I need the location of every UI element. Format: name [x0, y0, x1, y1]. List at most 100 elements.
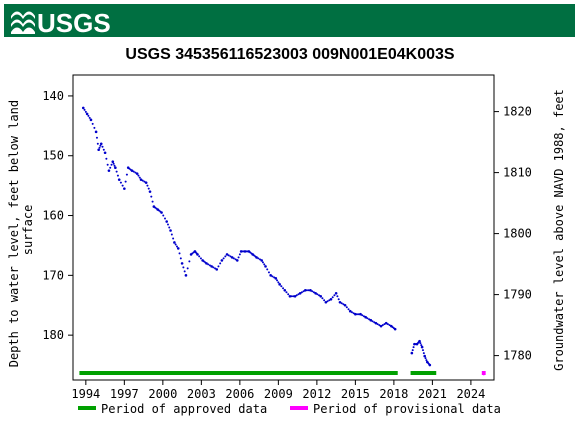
data-point: [309, 288, 312, 292]
right-y-tick-label: 1800: [503, 227, 532, 241]
data-point: [312, 291, 315, 294]
data-point: [115, 170, 118, 173]
data-point: [274, 277, 278, 280]
left-y-tick-label: 160: [42, 209, 64, 223]
data-point: [81, 106, 85, 110]
data-point: [283, 288, 287, 292]
right-y-tick-label: 1790: [503, 288, 532, 302]
data-point: [277, 281, 280, 284]
left-axis-label-line1: Depth to water level, feet below land: [7, 100, 21, 367]
x-tick-label: 2000: [148, 387, 177, 401]
data-point: [295, 294, 298, 297]
data-point: [378, 324, 381, 327]
data-point: [176, 247, 180, 250]
right-y-tick-label: 1780: [503, 349, 532, 363]
data-point: [357, 313, 360, 316]
data-point: [350, 311, 353, 314]
data-point: [125, 173, 128, 176]
left-y-tick-label: 170: [42, 268, 64, 282]
data-point: [174, 243, 177, 246]
data-point: [182, 266, 185, 269]
data-point: [366, 317, 369, 320]
data-point: [258, 258, 261, 261]
data-point: [482, 372, 486, 376]
data-point: [180, 262, 184, 265]
data-point: [143, 180, 146, 183]
data-point: [257, 257, 260, 260]
data-point: [96, 142, 99, 145]
data-point: [220, 259, 224, 262]
legend-label: Period of approved data: [101, 402, 267, 416]
left-y-axis: 140 150 160 170 180: [42, 89, 73, 342]
data-point: [214, 267, 217, 270]
data-point: [184, 274, 188, 277]
data-point: [103, 151, 107, 155]
data-point: [160, 211, 163, 214]
data-point: [183, 270, 186, 273]
data-point: [263, 263, 266, 266]
data-point: [238, 253, 241, 256]
data-point: [345, 306, 348, 309]
left-y-tick-label: 180: [42, 328, 64, 342]
data-point: [300, 291, 303, 294]
usgs-logo: USGS: [11, 8, 111, 36]
data-point: [379, 324, 383, 328]
data-point: [170, 233, 173, 236]
data-point: [151, 200, 154, 203]
data-point: [112, 162, 115, 165]
data-point: [356, 313, 359, 316]
data-point: [169, 229, 172, 232]
legend-swatch: [290, 406, 308, 410]
data-point: [306, 289, 309, 292]
data-point: [168, 226, 171, 229]
data-point: [338, 300, 342, 304]
data-point: [376, 323, 379, 326]
data-point: [123, 187, 126, 190]
data-point: [393, 327, 397, 331]
data-point: [139, 178, 143, 181]
legend-label: Period of provisional data: [313, 402, 501, 416]
data-point: [138, 176, 141, 179]
data-point: [271, 275, 274, 278]
data-point: [273, 276, 276, 279]
data-point: [342, 303, 345, 306]
data-point: [117, 178, 121, 181]
data-point: [336, 295, 339, 298]
data-point: [269, 274, 272, 277]
data-point: [196, 253, 199, 256]
approved-period-bar: [410, 371, 437, 375]
right-y-axis: 1820 1810 1800 1790 1780: [494, 105, 532, 363]
data-point: [178, 252, 181, 255]
data-point: [304, 288, 307, 292]
data-point: [102, 148, 105, 151]
data-point: [186, 267, 189, 270]
right-y-tick-label: 1820: [503, 105, 532, 119]
data-point: [314, 291, 317, 295]
data-point: [99, 144, 102, 147]
data-point: [130, 169, 134, 172]
data-point: [137, 174, 140, 177]
data-point: [224, 255, 227, 258]
data-point: [88, 116, 91, 119]
data-point: [106, 163, 109, 166]
data-point: [282, 287, 285, 290]
data-point: [134, 171, 137, 174]
data-point: [227, 254, 230, 257]
data-point: [319, 294, 323, 298]
plot-frame: [72, 74, 495, 381]
data-point: [386, 323, 389, 326]
data-point: [326, 300, 329, 303]
data-point: [260, 259, 263, 262]
data-point: [264, 265, 267, 268]
data-point: [334, 291, 338, 295]
data-point: [420, 345, 424, 349]
data-point: [411, 349, 414, 352]
data-point: [230, 256, 234, 259]
x-tick-label: 2006: [225, 387, 254, 401]
data-point: [354, 312, 357, 316]
data-point: [111, 160, 115, 164]
x-tick-label: 2024: [456, 387, 485, 401]
data-point: [347, 308, 350, 311]
data-point: [266, 268, 269, 271]
x-tick-label: 2012: [302, 387, 331, 401]
